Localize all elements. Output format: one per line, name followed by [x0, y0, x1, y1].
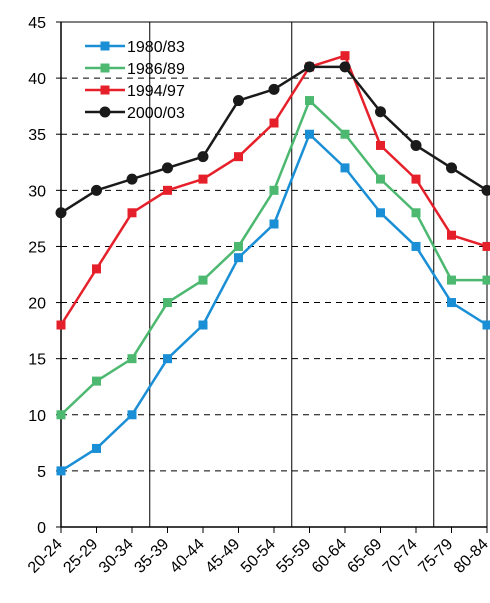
data-point-1986-89-70-74	[411, 208, 421, 218]
data-point-1980-83-45-49	[234, 253, 243, 263]
data-point-1980-83-75-79	[447, 298, 456, 308]
data-point-1986-89-40-44	[198, 275, 208, 285]
legend-label-1980-83: 1980/83	[127, 39, 185, 56]
legend-label-1994-97: 1994/97	[127, 83, 185, 100]
data-point-1994-97-30-34	[127, 208, 137, 218]
data-point-2000-03-65-69	[375, 106, 386, 118]
legend-marker-1986-89	[100, 63, 110, 73]
data-point-1980-83-70-74	[411, 241, 421, 251]
legend-marker-1994-97	[100, 85, 110, 95]
data-point-1980-83-50-54	[269, 219, 279, 229]
x-tick-label-70-74: 70-74	[380, 536, 421, 577]
y-axis-ticks: 0 5 10 15 20 25 30 35 40 45	[28, 15, 61, 537]
y-tick-label-20: 20	[28, 296, 46, 313]
data-point-1986-89-60-64	[340, 129, 350, 139]
data-point-1980-83-55-59	[305, 129, 314, 139]
data-point-2000-03-20-24	[55, 207, 67, 219]
legend: 1980/83 1986/89 1994/97 2000/03	[85, 39, 185, 122]
x-tick-label-25-29: 25-29	[60, 536, 101, 577]
y-tick-label-0: 0	[37, 520, 46, 537]
legend-label-2000-03: 2000/03	[127, 105, 185, 122]
x-tick-label-65-69: 65-69	[344, 536, 385, 577]
data-point-1994-97-80-84	[482, 241, 490, 251]
x-tick-label-35-39: 35-39	[131, 536, 172, 577]
series-1994-97	[56, 51, 490, 330]
data-point-1986-89-25-29	[92, 376, 101, 386]
data-point-1980-83-40-44	[198, 320, 208, 330]
data-point-2000-03-40-44	[197, 151, 209, 163]
vertical-separators	[149, 22, 435, 527]
data-point-1994-97-35-39	[163, 185, 172, 195]
data-point-1986-89-55-59	[305, 96, 314, 106]
data-point-2000-03-45-49	[233, 95, 244, 107]
x-tick-label-20-24: 20-24	[25, 536, 66, 577]
y-tick-label-45: 45	[28, 15, 46, 32]
data-point-1994-97-50-54	[269, 118, 279, 128]
data-point-1986-89-65-69	[376, 174, 385, 184]
data-point-1980-83-30-34	[127, 410, 137, 420]
data-point-1994-97-20-24	[56, 320, 66, 330]
y-tick-label-30: 30	[28, 183, 46, 200]
x-tick-label-75-79: 75-79	[415, 536, 456, 577]
data-point-2000-03-70-74	[410, 139, 422, 151]
series-1980-83	[56, 129, 490, 476]
data-point-1980-83-25-29	[92, 443, 101, 453]
data-point-1994-97-60-64	[340, 51, 350, 61]
data-point-2000-03-80-84	[481, 184, 490, 196]
axes	[60, 21, 488, 528]
data-point-2000-03-60-64	[339, 61, 351, 73]
series-1986-89	[56, 96, 490, 420]
data-point-1994-97-70-74	[411, 174, 421, 184]
data-point-2000-03-35-39	[162, 162, 173, 174]
data-point-1994-97-45-49	[234, 152, 243, 162]
series-group	[55, 51, 490, 476]
data-point-1986-89-50-54	[269, 185, 279, 195]
data-point-1994-97-25-29	[92, 264, 101, 274]
y-tick-label-5: 5	[37, 464, 46, 481]
data-point-1986-89-45-49	[234, 241, 243, 251]
data-point-1980-83-60-64	[340, 163, 350, 173]
data-point-1986-89-75-79	[447, 275, 456, 285]
legend-label-1986-89: 1986/89	[127, 61, 185, 78]
data-point-2000-03-55-59	[304, 61, 315, 73]
x-tick-label-60-64: 60-64	[309, 536, 350, 577]
legend-marker-2000-03	[99, 106, 111, 118]
data-point-2000-03-25-29	[91, 184, 102, 196]
data-point-1994-97-40-44	[198, 174, 208, 184]
data-point-1980-83-80-84	[482, 320, 490, 330]
x-tick-label-45-49: 45-49	[202, 536, 243, 577]
data-point-1980-83-65-69	[376, 208, 385, 218]
series-2000-03	[55, 61, 490, 219]
y-tick-label-10: 10	[28, 408, 46, 425]
y-tick-label-40: 40	[28, 71, 46, 88]
x-tick-label-30-34: 30-34	[96, 536, 137, 577]
data-point-2000-03-30-34	[126, 173, 138, 185]
y-tick-label-35: 35	[28, 127, 46, 144]
x-tick-label-55-59: 55-59	[273, 536, 314, 577]
data-point-1994-97-75-79	[447, 230, 456, 240]
data-point-1986-89-30-34	[127, 354, 137, 364]
data-point-1994-97-65-69	[376, 140, 385, 150]
y-tick-label-25: 25	[28, 239, 46, 256]
data-point-1980-83-20-24	[56, 466, 66, 476]
data-point-1986-89-35-39	[163, 298, 172, 308]
x-tick-label-40-44: 40-44	[167, 536, 208, 577]
data-point-1980-83-35-39	[163, 354, 172, 364]
data-point-1986-89-80-84	[482, 275, 490, 285]
data-point-2000-03-75-79	[446, 162, 457, 174]
x-axis-ticks: 20-2425-2930-3435-3940-4445-4950-5455-59…	[25, 527, 490, 577]
x-tick-label-80-84: 80-84	[451, 536, 490, 577]
y-tick-label-15: 15	[28, 352, 46, 369]
data-point-2000-03-50-54	[268, 83, 280, 95]
data-point-1986-89-20-24	[56, 410, 66, 420]
x-tick-label-50-54: 50-54	[238, 536, 279, 577]
legend-marker-1980-83	[100, 41, 110, 51]
